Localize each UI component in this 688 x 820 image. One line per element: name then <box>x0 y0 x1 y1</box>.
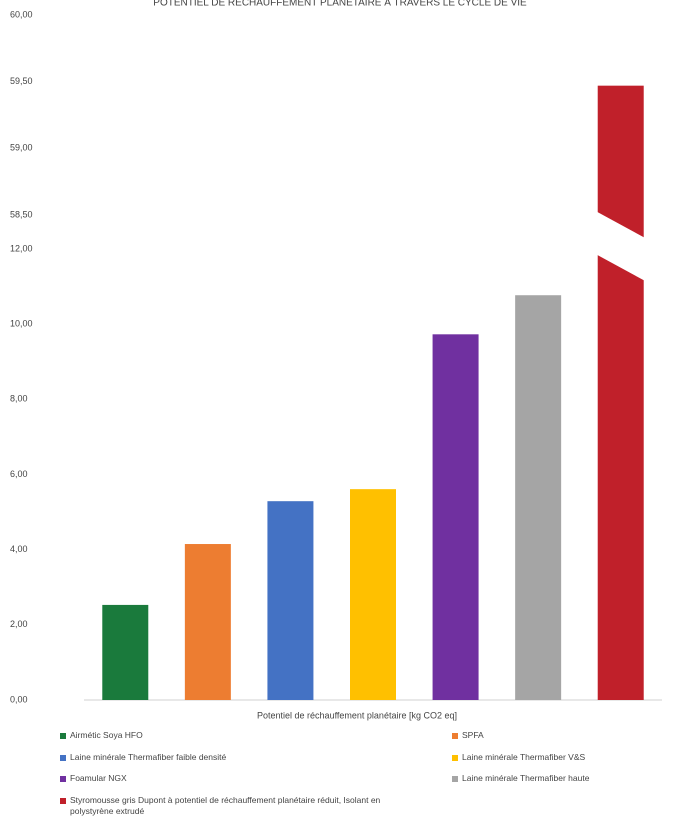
bar <box>432 334 479 700</box>
legend-label: Foamular NGX <box>70 773 127 783</box>
legend-swatch <box>60 776 66 782</box>
legend-swatch <box>60 798 66 804</box>
y-tick-label: 4,00 <box>10 544 28 554</box>
bar <box>102 604 149 700</box>
legend-label: Laine minérale Thermafiber faible densit… <box>70 752 227 762</box>
y-tick-label: 8,00 <box>10 394 28 404</box>
chart-title: POTENTIEL DE RÉCHAUFFEMENT PLANÉTAIRE À … <box>153 0 527 9</box>
legend-entry: Airmétic Soya HFO <box>60 730 290 741</box>
legend-entry: Laine minérale Thermafiber V&S <box>452 752 682 763</box>
y-tick-label: 60,00 <box>10 9 33 19</box>
y-tick-label: 2,00 <box>10 619 28 629</box>
bar <box>597 85 644 700</box>
bar <box>515 295 562 700</box>
legend-label: Laine minérale Thermafiber V&S <box>462 752 586 762</box>
y-tick-label: 59,50 <box>10 76 33 86</box>
legend-entry: Foamular NGX <box>60 773 290 784</box>
legend-swatch <box>60 755 66 761</box>
legend-label: Airmétic Soya HFO <box>70 730 143 740</box>
axis-break <box>593 210 651 284</box>
y-tick-label: 59,00 <box>10 143 33 153</box>
legend-swatch <box>452 776 458 782</box>
legend-label: SPFA <box>462 730 484 740</box>
legend-entry: Laine minérale Thermafiber haute <box>452 773 682 784</box>
bar <box>267 501 314 700</box>
y-tick-label: 10,00 <box>10 319 33 329</box>
y-tick-label: 6,00 <box>10 469 28 479</box>
y-tick-label: 0,00 <box>10 694 28 704</box>
legend-entry: Styromousse gris Dupont à potentiel de r… <box>60 795 420 817</box>
legend-label: Laine minérale Thermafiber haute <box>462 773 590 783</box>
legend-entry: SPFA <box>452 730 682 741</box>
legend-swatch <box>452 733 458 739</box>
bar <box>184 544 231 700</box>
y-tick-label: 12,00 <box>10 243 33 253</box>
legend-label: Styromousse gris Dupont à potentiel de r… <box>70 795 381 816</box>
bar <box>350 489 396 700</box>
y-tick-label: 58,50 <box>10 209 33 219</box>
x-axis-label: Potentiel de réchauffement planétaire [k… <box>257 710 457 720</box>
legend-swatch <box>452 755 458 761</box>
legend-swatch <box>60 733 66 739</box>
legend-entry: Laine minérale Thermafiber faible densit… <box>60 752 290 763</box>
